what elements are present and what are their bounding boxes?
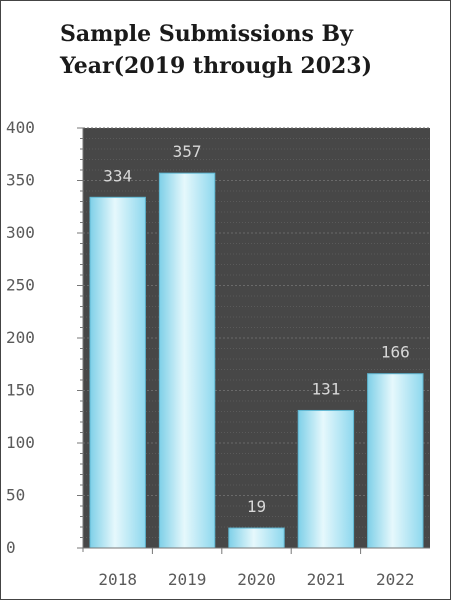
y-tick-label: 50	[6, 486, 25, 505]
chart-title-line-2: Year(2019 through 2023)	[60, 53, 373, 79]
y-tick-label: 300	[6, 223, 35, 242]
y-tick-label: 250	[6, 276, 35, 295]
bar-2018	[89, 196, 146, 549]
data-label-2021: 131	[311, 379, 340, 398]
chart-title: Sample Submissions By Year(2019 through …	[60, 18, 400, 82]
x-tick-label: 2018	[98, 570, 137, 589]
x-tick-labels: 2018 2019 2020 2021 2022	[98, 570, 414, 589]
bar-2019	[158, 172, 216, 549]
x-tick-label: 2019	[168, 570, 207, 589]
x-tick-label: 2021	[307, 570, 346, 589]
axes	[77, 127, 430, 554]
data-labels: 334 357 19 131 166	[103, 142, 410, 516]
y-tick-label: 200	[6, 328, 35, 347]
y-tick-labels: 0 50 100 150 200 250 300 350 400	[6, 118, 35, 557]
data-label-2020: 19	[247, 497, 266, 516]
data-label-2022: 166	[381, 343, 410, 362]
y-tick-label: 150	[6, 381, 35, 400]
y-tick-label: 0	[6, 538, 16, 557]
bar-2022	[367, 373, 424, 549]
y-tick-label: 400	[6, 118, 35, 137]
y-tick-label: 100	[6, 433, 35, 452]
data-label-2019: 357	[173, 142, 202, 161]
bar-2020	[228, 527, 285, 549]
data-label-2018: 334	[103, 166, 132, 185]
x-tick-label: 2022	[376, 570, 415, 589]
bars	[89, 172, 424, 549]
chart-title-line-1: Sample Submissions By	[60, 21, 353, 47]
y-tick-label: 350	[6, 171, 35, 190]
x-tick-label: 2020	[237, 570, 276, 589]
bar-2021	[297, 409, 355, 549]
